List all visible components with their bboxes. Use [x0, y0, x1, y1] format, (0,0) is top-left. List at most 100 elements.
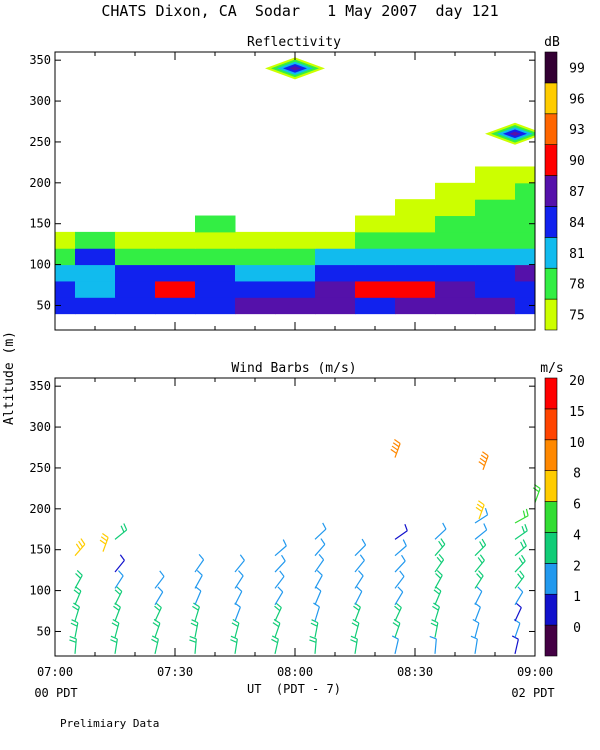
wind-barb-staff [114, 560, 125, 573]
wind-barb-feather [73, 589, 80, 595]
wind-barb-feather [479, 554, 485, 561]
wind-barb-staff [314, 528, 327, 540]
wind-barb-feather [189, 635, 197, 640]
wind-barb-feather [232, 618, 240, 624]
wind-barb-feather [483, 523, 488, 531]
wind-barb-staff [194, 622, 199, 638]
wind-barb [314, 538, 326, 557]
wind-colorbar-swatch [544, 532, 558, 564]
wind-barb-staff [474, 622, 480, 638]
reflectivity-cell [75, 264, 116, 282]
wind-barb-feather [102, 533, 109, 539]
wind-barb-staff [114, 591, 123, 606]
wind-barb-feather [271, 638, 278, 644]
wind-barb-staff [74, 638, 77, 654]
wind-barb-feather [518, 557, 524, 564]
wind-barb-upper [475, 500, 485, 520]
wind-barb-feather [392, 442, 400, 448]
wind-barb [472, 618, 480, 638]
wind-barb-feather [394, 438, 401, 444]
wind-barb-feather [397, 586, 404, 593]
wind-barb [152, 618, 161, 638]
wind-barb-feather [399, 570, 405, 577]
wind-barb-feather [522, 539, 527, 547]
wind-barb-staff [474, 544, 487, 557]
reflectivity-cell [115, 264, 156, 282]
wind-barb-staff [514, 591, 524, 606]
wind-barb-feather [517, 586, 524, 593]
wind-barb-feather [438, 554, 445, 561]
reflectivity-cell [355, 248, 396, 266]
reflectivity-cell [315, 264, 356, 282]
reflectivity-ytick-label: 150 [29, 217, 51, 231]
wind-barb-staff [474, 575, 484, 589]
wind-barb [354, 538, 367, 557]
wind-barb-feather [517, 573, 523, 580]
wind-barb-staff [474, 529, 488, 540]
wind-barb-staff [274, 560, 286, 573]
wind-barb-feather [110, 635, 118, 640]
wind-colorbar-level: 15 [569, 405, 585, 420]
reflectivity-cell [435, 182, 476, 200]
reflectivity-cell [55, 248, 76, 266]
wind-barb [514, 570, 525, 589]
reflectivity-ytick-label: 200 [29, 176, 51, 190]
wind-barb-staff [114, 638, 118, 654]
wind-barb [194, 569, 203, 589]
wind-barb-staff [434, 622, 439, 638]
wind-barb-staff [434, 559, 445, 573]
wind-barb-feather [322, 522, 327, 530]
reflectivity-colorbar-level: 75 [569, 309, 585, 324]
wind-barb-feather [198, 554, 205, 561]
reflectivity-cell [395, 280, 436, 298]
wind-barb [394, 586, 404, 606]
wind-barb [234, 602, 241, 622]
wind-barb-staff [114, 575, 124, 589]
reflectivity-cell [275, 280, 316, 298]
wind-barb [114, 523, 128, 540]
wind-barb [474, 602, 481, 622]
wind-barb-staff [274, 591, 284, 606]
reflectivity-cell [435, 280, 476, 298]
figure-title: CHATS Dixon, CA Sodar 1 May 2007 day 121 [101, 2, 498, 20]
reflectivity-cell [515, 231, 535, 249]
wind-barb-staff [234, 622, 240, 638]
reflectivity-cell [395, 297, 436, 315]
wind-barb-feather [72, 605, 79, 611]
wind-barb-feather [401, 554, 406, 562]
reflectivity-cell [395, 248, 436, 266]
reflectivity-ytick-label: 350 [29, 53, 51, 67]
wind-barb-feather [236, 586, 243, 592]
wind-barb [432, 602, 440, 622]
reflectivity-colorbar-swatch [544, 206, 558, 238]
wind-barb-feather [310, 622, 318, 627]
wind-barb-staff [514, 530, 528, 540]
wind-barb-feather [120, 525, 125, 533]
wind-barb-feather [75, 543, 81, 551]
wind-ytick-label: 350 [29, 379, 51, 393]
reflectivity-colorbar-level: 84 [569, 216, 585, 231]
wind-barb-feather [99, 539, 107, 545]
reflectivity-cell [395, 215, 436, 233]
wind-barb-staff [274, 607, 282, 622]
wind-barb-staff [354, 606, 361, 622]
wind-barb-feather [189, 639, 197, 643]
wind-barb [69, 635, 77, 654]
reflectivity-cell [155, 264, 196, 282]
wind-barb [189, 635, 197, 654]
wind-barb [434, 538, 446, 557]
wind-barb [274, 554, 286, 573]
reflectivity-cell [235, 248, 276, 266]
wind-barb-feather [152, 622, 160, 628]
reflectivity-x-ticks [54, 52, 536, 330]
wind-xtick-label: 08:30 [397, 665, 433, 679]
wind-barb-feather [190, 622, 198, 627]
wind-barb-feather [480, 454, 488, 460]
wind-barb [110, 635, 118, 654]
wind-barb [73, 586, 82, 605]
reflectivity-colorbar: 75 78 81 84 87 90 93 96 99 [544, 51, 585, 331]
wind-barb [274, 602, 282, 622]
wind-ytick-label: 250 [29, 461, 51, 475]
wind-barb [114, 554, 125, 573]
